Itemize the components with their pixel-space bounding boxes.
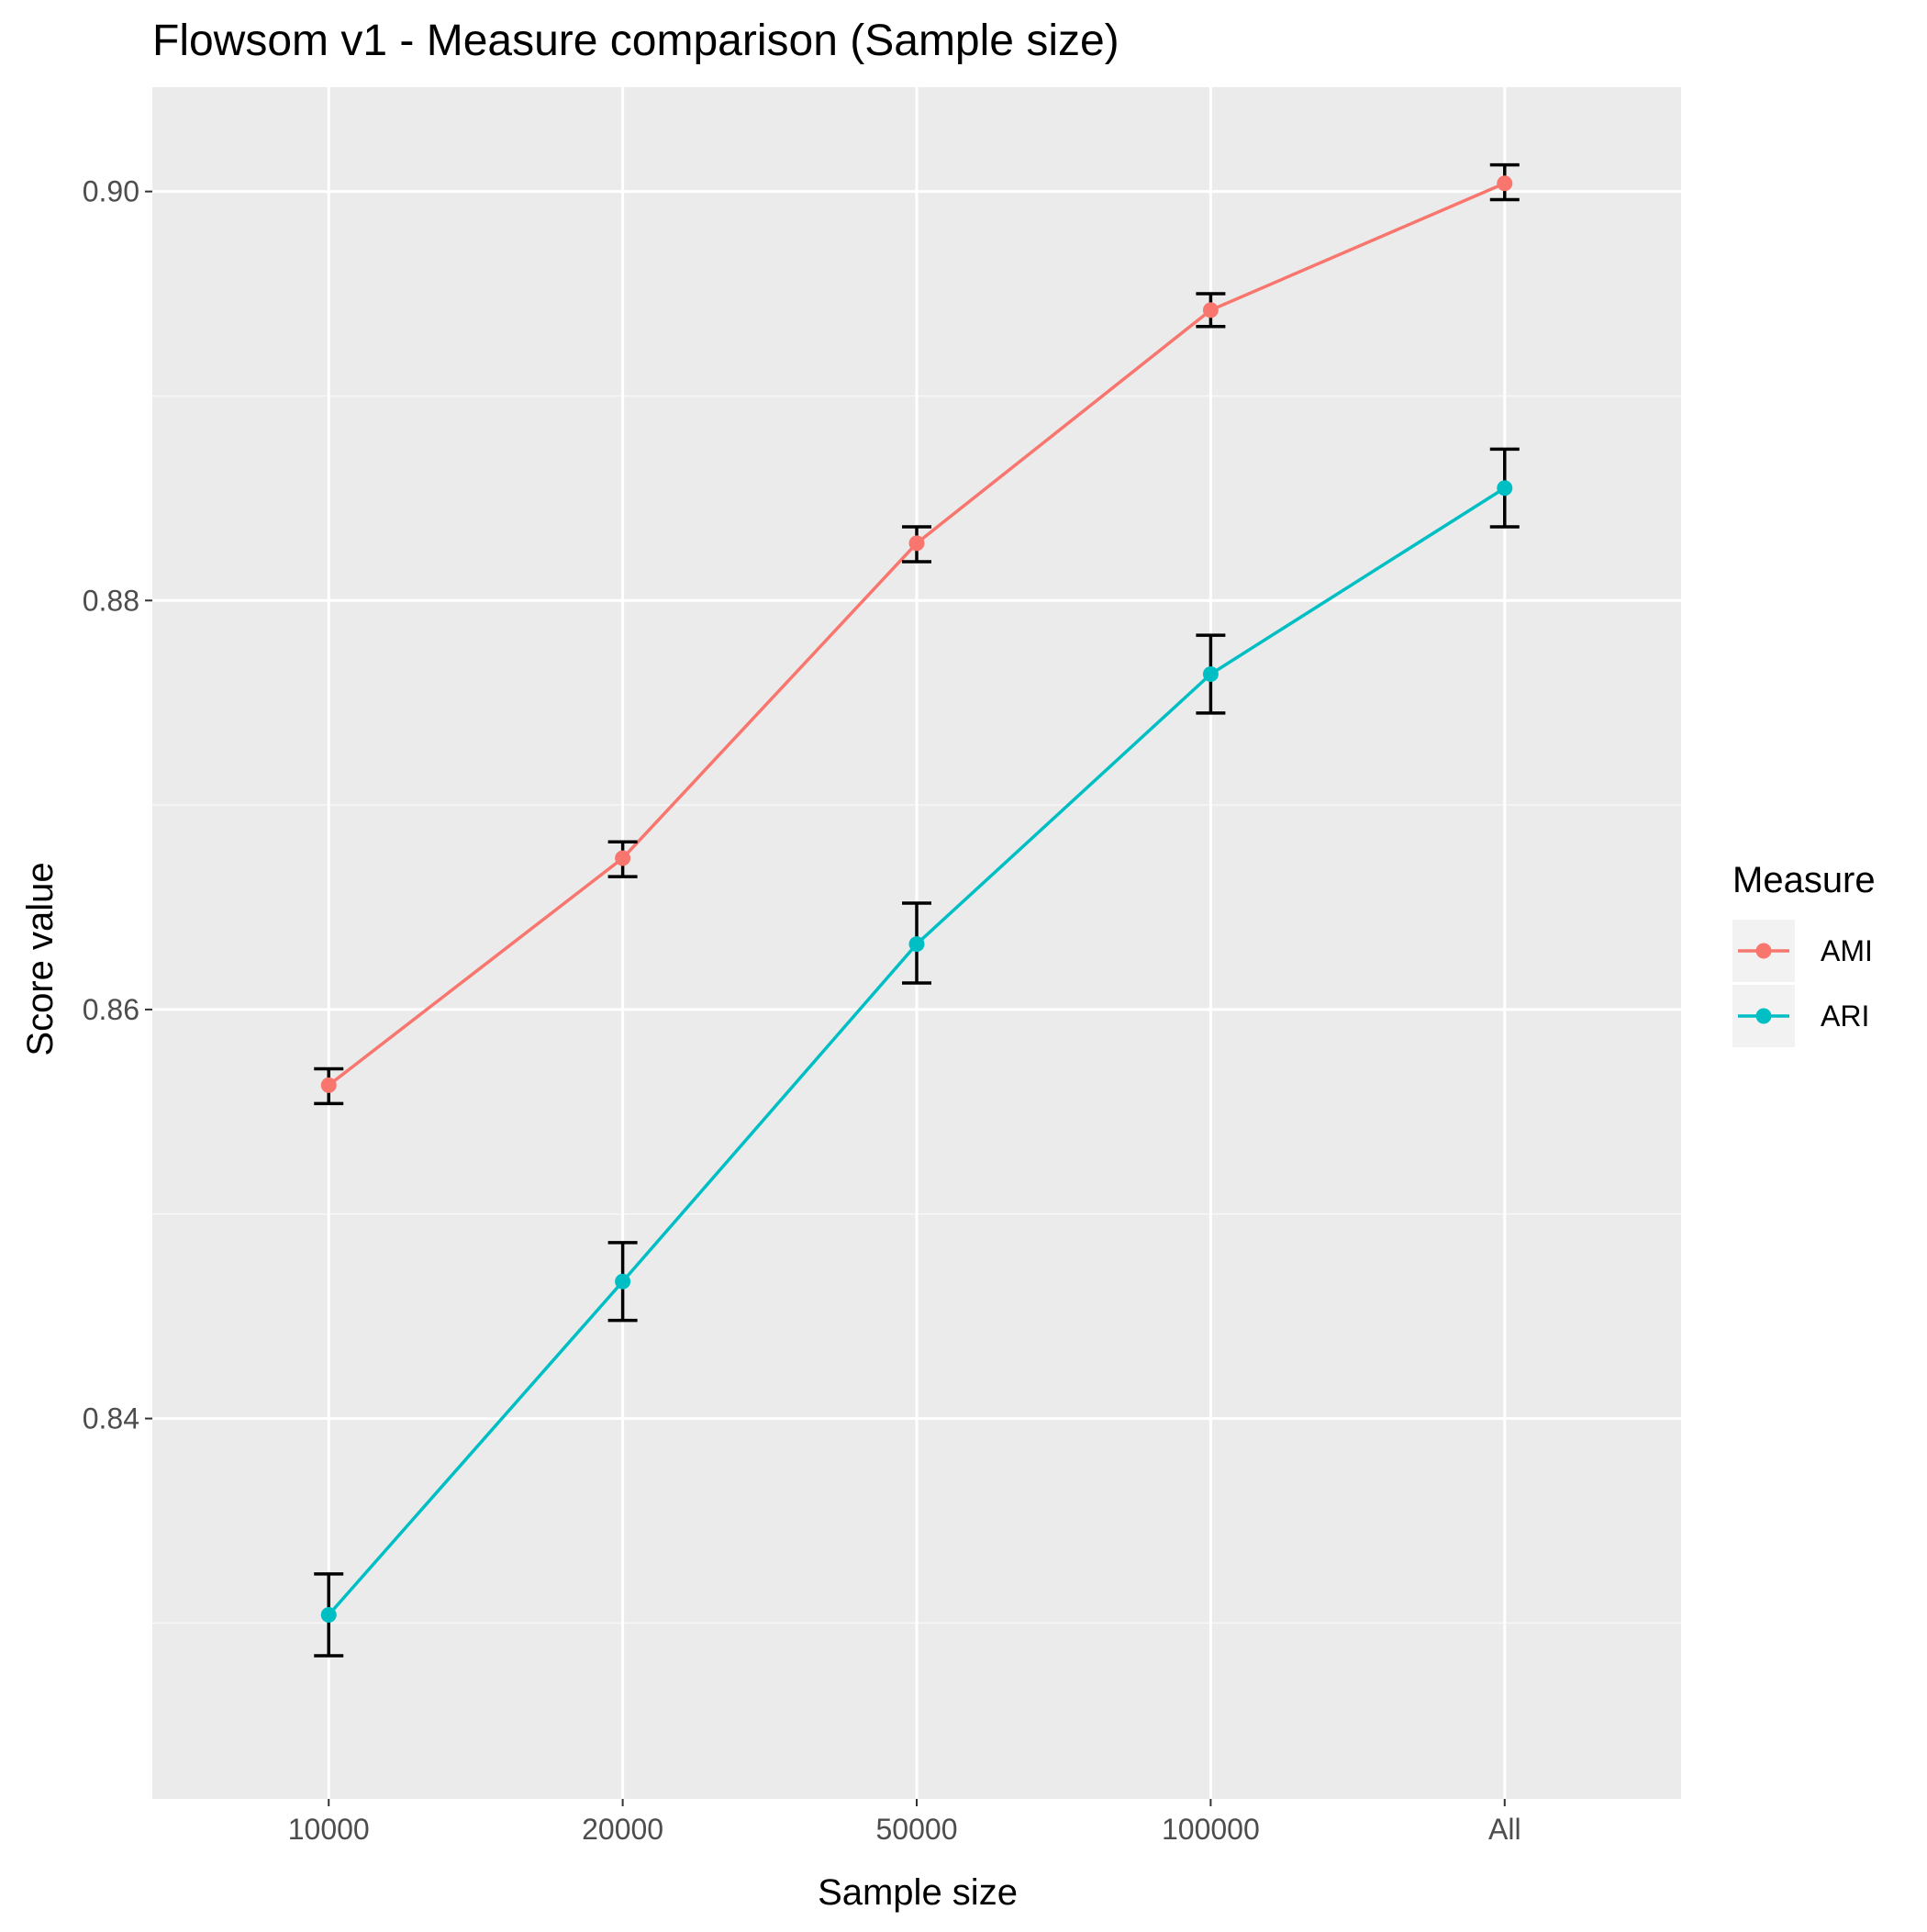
- y-axis-title: Score value: [20, 862, 61, 1055]
- x-tick-label: All: [1488, 1813, 1521, 1846]
- x-tick-label: 10000: [288, 1813, 370, 1846]
- legend-point-ami: [1755, 943, 1772, 959]
- data-point-ami: [320, 1077, 337, 1093]
- legend-item-ari: ARI: [1732, 985, 1869, 1047]
- legend-title: Measure: [1732, 860, 1876, 900]
- data-point-ari: [1497, 480, 1513, 497]
- x-axis-title: Sample size: [818, 1872, 1018, 1913]
- data-point-ari: [320, 1606, 337, 1623]
- legend-label-ari: ARI: [1821, 1000, 1869, 1033]
- data-point-ari: [1202, 665, 1219, 682]
- data-point-ami: [1497, 175, 1513, 192]
- x-tick-label: 50000: [876, 1813, 958, 1846]
- data-point-ari: [908, 936, 925, 953]
- y-tick-label: 0.84: [83, 1402, 139, 1435]
- legend-label-ami: AMI: [1821, 934, 1873, 967]
- data-point-ami: [908, 535, 925, 552]
- data-point-ami: [1202, 302, 1219, 318]
- y-tick-label: 0.88: [83, 584, 139, 617]
- legend: Measure AMI ARI: [1732, 860, 1876, 1047]
- data-point-ari: [615, 1273, 631, 1290]
- legend-point-ari: [1755, 1008, 1772, 1024]
- x-tick-label: 100000: [1162, 1813, 1260, 1846]
- y-tick-label: 0.86: [83, 993, 139, 1026]
- x-tick-label: 20000: [582, 1813, 663, 1846]
- data-point-ami: [615, 850, 631, 866]
- legend-item-ami: AMI: [1732, 920, 1873, 982]
- y-tick-label: 0.90: [83, 175, 139, 208]
- chart-title: Flowsom v1 - Measure comparison (Sample …: [152, 17, 1119, 65]
